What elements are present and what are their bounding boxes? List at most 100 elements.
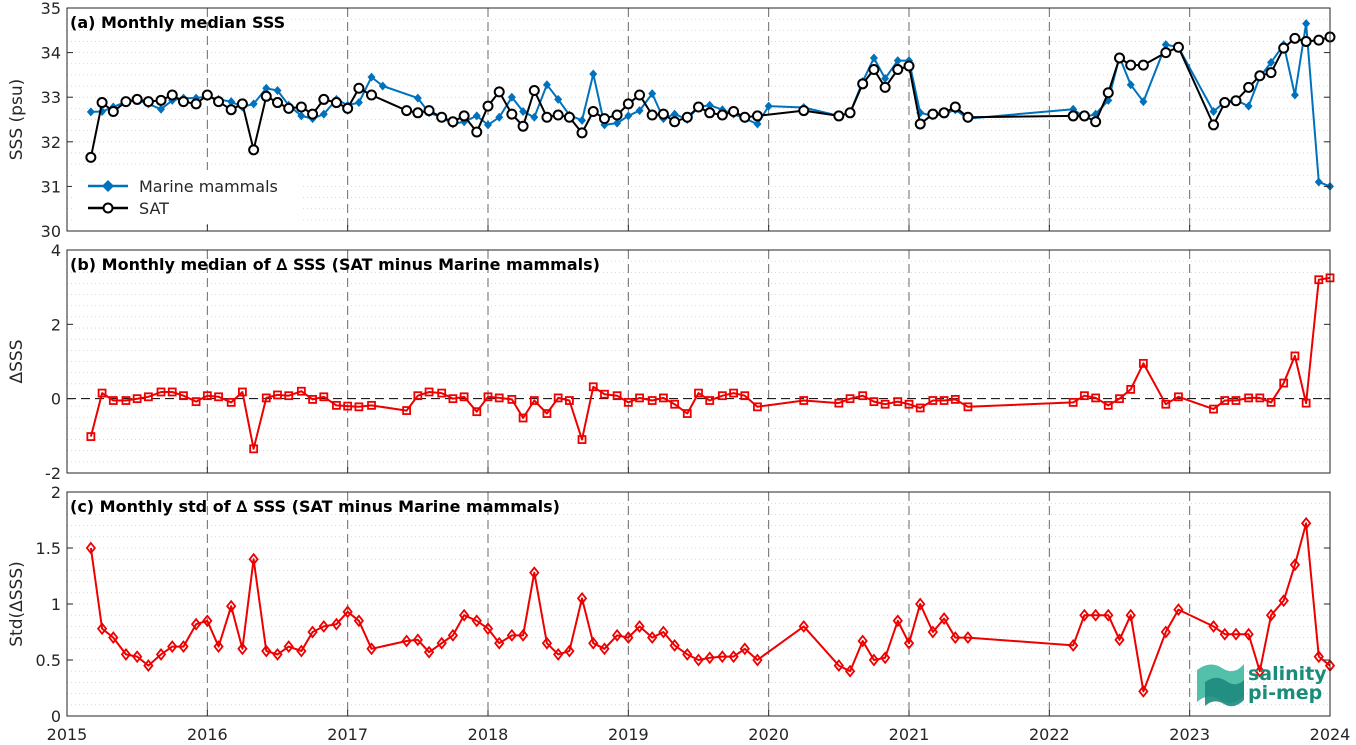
data-point	[598, 113, 610, 125]
data-point	[366, 642, 377, 656]
data-point	[834, 398, 844, 408]
data-point	[436, 636, 447, 650]
data-point	[705, 396, 715, 405]
data-point	[1231, 396, 1241, 405]
data-point	[962, 631, 974, 645]
data-point	[471, 126, 483, 138]
data-point	[623, 631, 634, 645]
data-point	[1219, 97, 1231, 109]
data-point	[962, 111, 974, 123]
data-point	[506, 628, 518, 642]
data-point	[528, 85, 540, 97]
data-point	[143, 659, 154, 673]
data-point	[624, 111, 633, 121]
data-point	[857, 78, 869, 90]
data-point	[97, 388, 107, 398]
data-point	[1161, 399, 1171, 409]
y-tick-label: 0	[51, 390, 61, 409]
data-point	[647, 396, 657, 405]
data-point	[1126, 80, 1135, 90]
data-point	[1209, 106, 1218, 116]
data-point	[191, 397, 201, 407]
data-point	[869, 53, 878, 63]
data-point	[1219, 627, 1230, 641]
data-point	[227, 97, 236, 107]
data-point	[507, 92, 516, 102]
panel-c: 0 0.5 1 1.5 2 2015 2016 2017 2018 2019 2020 2021 202…	[7, 483, 1350, 744]
x-tick-label: 2019	[608, 725, 649, 744]
data-point	[753, 402, 762, 412]
data-point	[1255, 393, 1265, 403]
data-point	[1289, 32, 1301, 44]
y-tick-label: 0	[51, 707, 61, 726]
data-point	[401, 634, 412, 648]
data-point	[1068, 638, 1079, 652]
legend-sat-label: SAT	[139, 199, 169, 218]
data-point	[1243, 627, 1254, 641]
data-point	[529, 566, 540, 580]
data-point	[740, 391, 750, 401]
y-tick-label: 33	[41, 88, 61, 107]
data-point	[635, 393, 644, 403]
x-tick-label: 2020	[748, 725, 789, 744]
data-point	[1267, 57, 1276, 67]
data-point	[554, 94, 563, 104]
data-point	[155, 94, 167, 106]
y-tick-label: 1	[51, 595, 61, 614]
data-point	[928, 396, 938, 405]
x-tick-label: 2021	[889, 725, 930, 744]
data-point	[482, 100, 494, 112]
data-point	[108, 631, 119, 645]
data-point	[494, 636, 505, 650]
data-point	[879, 81, 891, 93]
data-point	[613, 118, 622, 128]
data-point	[564, 396, 574, 405]
data-point	[1300, 35, 1312, 47]
data-point	[868, 64, 880, 76]
data-point	[458, 608, 470, 622]
data-point	[1137, 59, 1149, 71]
data-point	[448, 394, 458, 404]
data-point	[1114, 633, 1125, 647]
data-point	[739, 111, 751, 123]
data-point	[354, 402, 364, 412]
data-point	[85, 151, 97, 163]
data-point	[563, 111, 575, 123]
data-point	[85, 541, 97, 555]
data-point	[728, 105, 740, 117]
data-point	[166, 89, 178, 101]
data-point	[157, 104, 166, 114]
data-point	[1160, 47, 1172, 59]
data-point	[880, 399, 890, 409]
data-point	[236, 98, 248, 110]
data-point	[717, 650, 728, 664]
data-point	[844, 664, 856, 678]
data-point	[764, 101, 773, 111]
x-tick-label: 2024	[1310, 725, 1351, 744]
data-point	[132, 650, 143, 664]
data-point	[412, 107, 424, 119]
data-point	[1254, 664, 1265, 678]
data-point	[1090, 608, 1101, 622]
data-point	[178, 640, 189, 654]
legend-mammals-label: Marine mammals	[139, 177, 278, 196]
data-point	[1243, 81, 1255, 93]
data-point	[915, 597, 926, 611]
data-point	[518, 413, 528, 423]
data-point	[892, 614, 903, 628]
data-point	[471, 614, 482, 628]
data-point	[578, 115, 587, 125]
data-point	[237, 642, 248, 656]
logo-wave-icon-2	[1205, 677, 1244, 707]
data-point	[927, 625, 939, 639]
data-point	[670, 109, 679, 119]
data-point	[552, 109, 564, 121]
y-tick-label: 4	[51, 241, 61, 260]
data-point	[213, 640, 224, 654]
data-point	[331, 617, 342, 631]
data-point	[682, 647, 693, 661]
y-tick-label: 0.5	[36, 651, 61, 670]
data-point	[1254, 70, 1266, 82]
data-point	[517, 120, 529, 132]
data-point	[1279, 378, 1289, 388]
